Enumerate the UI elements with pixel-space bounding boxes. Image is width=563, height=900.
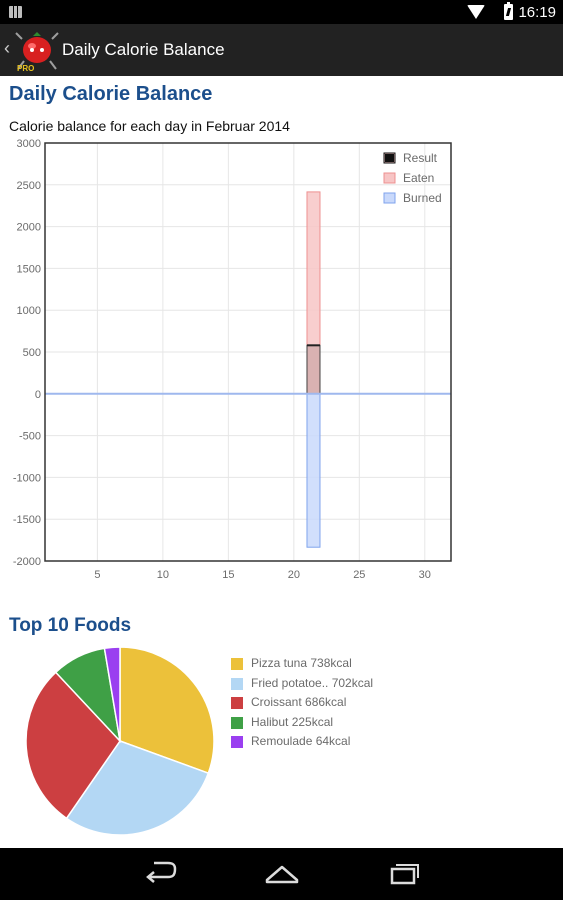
y-tick-label: -1500 <box>13 514 41 526</box>
chevron-left-icon[interactable]: ‹ <box>4 38 10 58</box>
y-tick-label: 1000 <box>17 305 41 317</box>
pie-slice <box>65 740 210 836</box>
pie-slice <box>25 671 121 820</box>
pie-legend-swatch <box>231 736 243 749</box>
wifi-icon <box>467 5 485 19</box>
x-tick-label: 30 <box>419 569 431 581</box>
pie-title: Top 10 Foods <box>9 615 132 636</box>
top-foods-pie-chart <box>25 646 215 836</box>
pie-legend-swatch <box>231 677 243 690</box>
action-bar <box>0 24 563 76</box>
recent-apps-icon[interactable] <box>382 860 422 888</box>
x-tick-label: 20 <box>288 569 300 581</box>
y-tick-label: 2000 <box>17 222 41 234</box>
chart-title: Calorie balance for each day in Februar … <box>9 118 290 134</box>
pie-legend-label: Fried potatoe.. 702kcal <box>251 675 374 690</box>
legend-label-result: Result <box>403 151 438 165</box>
x-tick-label: 15 <box>222 569 234 581</box>
pie-legend-label: Remoulade 64kcal <box>251 734 351 749</box>
y-tick-label: 3000 <box>17 138 41 150</box>
navigation-bar <box>0 848 563 900</box>
bar-result <box>306 344 321 395</box>
pie-legend-label: Croissant 686kcal <box>251 695 347 710</box>
y-tick-label: -1000 <box>13 472 41 484</box>
pie-slice <box>119 646 215 775</box>
app-logo[interactable]: PRO <box>14 27 60 73</box>
action-bar-title: Daily Calorie Balance <box>62 40 225 59</box>
back-icon[interactable] <box>142 860 182 888</box>
pie-legend-swatch <box>231 716 243 729</box>
calorie-balance-chart: 3000 2500 2000 1500 1000 500 0 -500 -1000 -1500 -2… <box>13 138 452 581</box>
legend-label-eaten: Eaten <box>403 171 434 185</box>
pie-legend-label: Halibut 225kcal <box>251 714 334 729</box>
legend-swatch-eaten <box>383 172 396 184</box>
status-bar: 16:19 <box>0 0 563 24</box>
page-title: Daily Calorie Balance <box>9 83 213 105</box>
pie-legend-swatch <box>231 658 243 670</box>
svg-text:PRO: PRO <box>17 64 34 73</box>
bar-burned <box>306 393 321 548</box>
y-tick-label: 2500 <box>17 180 41 192</box>
home-icon[interactable] <box>262 860 302 888</box>
y-tick-label: -2000 <box>13 556 41 568</box>
legend-swatch-result-fill <box>385 154 394 162</box>
pie-legend-swatch <box>231 697 243 710</box>
pie-slice <box>103 646 121 742</box>
legend-label-burned: Burned <box>403 191 442 205</box>
x-tick-label: 25 <box>353 569 365 581</box>
legend-swatch-burned <box>383 192 396 204</box>
notification-icon <box>9 6 22 18</box>
battery-icon <box>504 2 513 20</box>
y-tick-label: 500 <box>23 347 41 359</box>
x-tick-label: 5 <box>94 569 100 581</box>
y-tick-label: 1500 <box>17 263 41 275</box>
plot-frame <box>44 142 452 562</box>
x-tick-label: 10 <box>157 569 169 581</box>
pie-legend-label: Pizza tuna 738kcal <box>251 656 352 670</box>
y-tick-label: 0 <box>35 389 41 401</box>
status-time: 16:19 <box>518 4 556 21</box>
y-tick-label: -500 <box>19 431 41 443</box>
